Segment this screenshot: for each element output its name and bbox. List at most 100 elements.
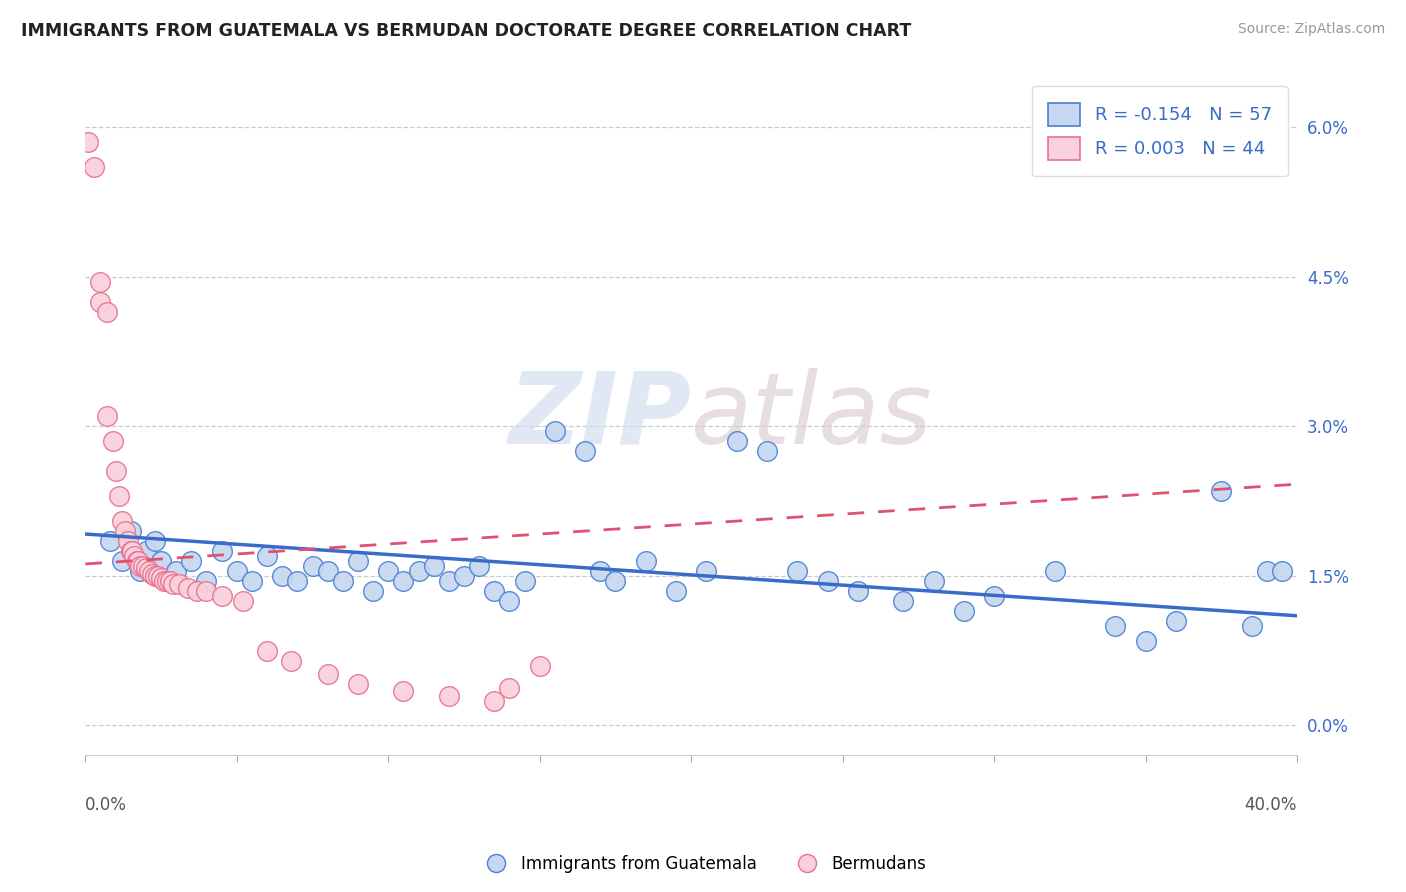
Point <box>125 554 148 568</box>
Point <box>117 534 139 549</box>
Legend: R = -0.154   N = 57, R = 0.003   N = 44: R = -0.154 N = 57, R = 0.003 N = 44 <box>1032 87 1288 177</box>
Point <box>544 425 567 439</box>
Point <box>167 577 190 591</box>
Point <box>1104 619 1126 633</box>
Point <box>316 666 339 681</box>
Point <box>347 676 370 690</box>
Point <box>453 569 475 583</box>
Point <box>122 549 145 563</box>
Point <box>111 554 134 568</box>
Text: 40.0%: 40.0% <box>1244 796 1298 814</box>
Point <box>392 683 415 698</box>
Point <box>922 574 945 588</box>
Point <box>89 275 111 289</box>
Point <box>156 574 179 588</box>
Point <box>786 564 808 578</box>
Point <box>1043 564 1066 578</box>
Point <box>634 554 657 568</box>
Point <box>211 544 233 558</box>
Point <box>77 135 100 149</box>
Point <box>256 549 278 563</box>
Point <box>153 574 176 588</box>
Point <box>316 564 339 578</box>
Point <box>150 571 173 585</box>
Point <box>280 654 302 668</box>
Point <box>195 583 218 598</box>
Point <box>128 564 150 578</box>
Point <box>104 464 127 478</box>
Point <box>128 558 150 573</box>
Point <box>83 160 105 174</box>
Point <box>146 569 169 583</box>
Point <box>1271 564 1294 578</box>
Point <box>529 658 551 673</box>
Point <box>1164 614 1187 628</box>
Point <box>953 604 976 618</box>
Point <box>392 574 415 588</box>
Point <box>361 583 384 598</box>
Point <box>695 564 717 578</box>
Point <box>211 589 233 603</box>
Point <box>98 534 121 549</box>
Point <box>1211 484 1233 499</box>
Point <box>1256 564 1278 578</box>
Point <box>89 294 111 309</box>
Point <box>143 569 166 583</box>
Legend: Immigrants from Guatemala, Bermudans: Immigrants from Guatemala, Bermudans <box>472 848 934 880</box>
Point <box>135 544 157 558</box>
Point <box>513 574 536 588</box>
Point <box>101 434 124 449</box>
Point <box>377 564 399 578</box>
Point <box>665 583 688 598</box>
Point <box>121 544 143 558</box>
Point <box>240 574 263 588</box>
Point <box>498 681 520 695</box>
Point <box>107 489 129 503</box>
Point <box>120 544 142 558</box>
Point <box>1135 633 1157 648</box>
Point <box>755 444 778 458</box>
Point <box>437 689 460 703</box>
Text: atlas: atlas <box>692 368 932 465</box>
Point <box>422 558 444 573</box>
Point <box>574 444 596 458</box>
Point <box>114 524 136 538</box>
Point <box>498 594 520 608</box>
Point <box>484 583 506 598</box>
Point <box>347 554 370 568</box>
Point <box>817 574 839 588</box>
Point <box>332 574 354 588</box>
Point <box>484 693 506 707</box>
Point <box>468 558 491 573</box>
Point <box>111 514 134 528</box>
Point <box>135 561 157 575</box>
Point <box>162 577 184 591</box>
Point <box>138 564 160 578</box>
Point <box>195 574 218 588</box>
Point <box>96 304 118 318</box>
Text: Source: ZipAtlas.com: Source: ZipAtlas.com <box>1237 22 1385 37</box>
Point <box>159 574 181 588</box>
Point <box>143 534 166 549</box>
Point <box>301 558 323 573</box>
Point <box>159 574 181 588</box>
Point <box>96 409 118 424</box>
Point <box>605 574 627 588</box>
Point <box>141 566 163 581</box>
Point <box>408 564 430 578</box>
Point <box>177 581 200 595</box>
Point <box>437 574 460 588</box>
Point <box>891 594 914 608</box>
Point <box>271 569 294 583</box>
Text: ZIP: ZIP <box>508 368 692 465</box>
Point <box>589 564 612 578</box>
Point <box>725 434 748 449</box>
Point <box>846 583 869 598</box>
Point <box>127 554 149 568</box>
Point <box>132 558 155 573</box>
Point <box>180 554 202 568</box>
Point <box>256 643 278 657</box>
Point <box>225 564 247 578</box>
Point <box>186 583 208 598</box>
Point <box>983 589 1005 603</box>
